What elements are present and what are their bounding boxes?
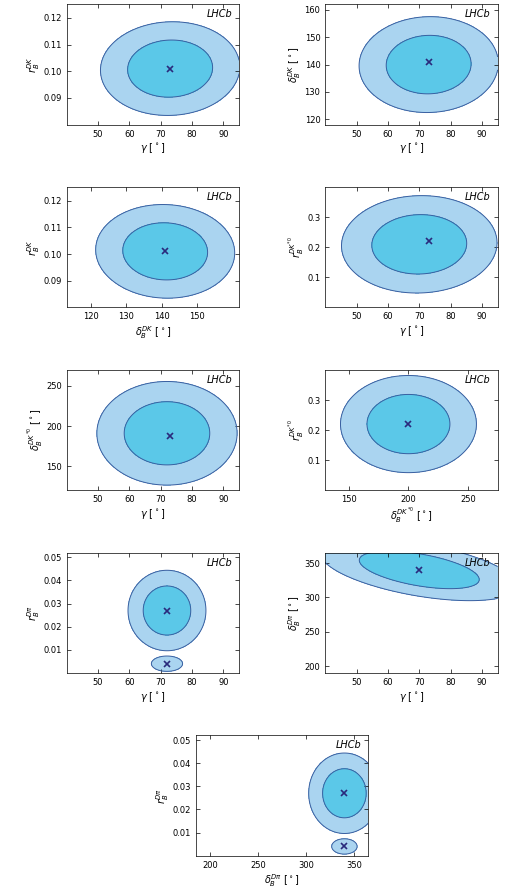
Y-axis label: $\delta_B^{DK}$ [$^\circ$]: $\delta_B^{DK}$ [$^\circ$] — [286, 47, 303, 82]
X-axis label: $\gamma$ [$^\circ$]: $\gamma$ [$^\circ$] — [141, 142, 165, 155]
Y-axis label: $r_B^{DK}$: $r_B^{DK}$ — [25, 239, 42, 255]
Text: LHCb: LHCb — [465, 9, 491, 20]
Text: LHCb: LHCb — [336, 740, 362, 750]
Text: LHCb: LHCb — [206, 9, 232, 20]
Y-axis label: $r_B^{D\pi}$: $r_B^{D\pi}$ — [154, 788, 171, 804]
Text: LHCb: LHCb — [206, 375, 232, 384]
X-axis label: $\delta_B^{DK}$ [$^\circ$]: $\delta_B^{DK}$ [$^\circ$] — [135, 324, 171, 340]
X-axis label: $\gamma$ [$^\circ$]: $\gamma$ [$^\circ$] — [141, 507, 165, 521]
Y-axis label: $\delta_B^{D\pi}$ [$^\circ$]: $\delta_B^{D\pi}$ [$^\circ$] — [286, 595, 303, 631]
Y-axis label: $r_B^{DK^{*0}}$: $r_B^{DK^{*0}}$ — [287, 419, 306, 441]
X-axis label: $\gamma$ [$^\circ$]: $\gamma$ [$^\circ$] — [399, 690, 424, 703]
Y-axis label: $\delta_B^{DK^{*0}}$ [$^\circ$]: $\delta_B^{DK^{*0}}$ [$^\circ$] — [27, 409, 45, 452]
Text: LHCb: LHCb — [206, 192, 232, 202]
X-axis label: $\gamma$ [$^\circ$]: $\gamma$ [$^\circ$] — [141, 690, 165, 703]
Y-axis label: $r_B^{DK}$: $r_B^{DK}$ — [25, 56, 42, 73]
Text: LHCb: LHCb — [465, 375, 491, 384]
X-axis label: $\delta_B^{D\pi}$ [$^\circ$]: $\delta_B^{D\pi}$ [$^\circ$] — [264, 873, 300, 889]
Text: LHCb: LHCb — [465, 557, 491, 567]
Y-axis label: $r_B^{DK^{*0}}$: $r_B^{DK^{*0}}$ — [287, 237, 306, 258]
Y-axis label: $r_B^{D\pi}$: $r_B^{D\pi}$ — [25, 605, 42, 621]
Text: LHCb: LHCb — [206, 557, 232, 567]
X-axis label: $\gamma$ [$^\circ$]: $\gamma$ [$^\circ$] — [399, 324, 424, 338]
X-axis label: $\gamma$ [$^\circ$]: $\gamma$ [$^\circ$] — [399, 142, 424, 155]
Text: LHCb: LHCb — [465, 192, 491, 202]
X-axis label: $\delta_B^{DK^{*0}}$ [$^\circ$]: $\delta_B^{DK^{*0}}$ [$^\circ$] — [390, 507, 432, 525]
